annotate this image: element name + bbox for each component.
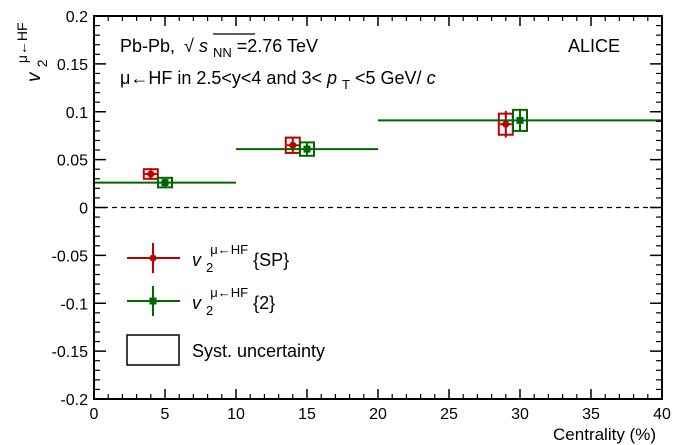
- y-axis-title-sub: 2: [34, 59, 50, 67]
- legend-syst-box: [126, 334, 180, 366]
- energy-value: =2.76 TeV: [237, 36, 318, 56]
- series-two-syst-box: [299, 141, 315, 157]
- y-tick-label: 0.1: [66, 105, 88, 122]
- y-tick-label: -0.15: [52, 344, 89, 361]
- legend-entry-sp: v 2 μ←HF {SP}: [127, 238, 289, 276]
- y-axis-title: v 2 μ←HF: [14, 22, 52, 82]
- legend-sp-main: v: [192, 250, 202, 270]
- legend-two-marker: [149, 297, 157, 305]
- legend-sp-label: v 2 μ←HF {SP}: [192, 238, 289, 276]
- x-tick-label: 30: [511, 406, 529, 423]
- x-tick-label: 20: [369, 406, 387, 423]
- c-letter: c: [427, 68, 436, 88]
- legend-sp-sup: μ←HF: [210, 242, 248, 257]
- s-letter: s: [199, 36, 208, 56]
- series-sp-point: [502, 120, 510, 128]
- series-sp-point: [147, 170, 155, 178]
- y-tick-label: -0.2: [60, 392, 88, 409]
- series-two-point: [516, 116, 524, 124]
- y-tick-label: -0.1: [60, 296, 88, 313]
- kinematics-part2: <5 GeV/: [355, 68, 422, 88]
- nn-subscript: NN: [213, 45, 232, 60]
- kinematics-part1: μ←HF in 2.5<y<4 and 3<: [120, 68, 322, 88]
- legend-syst-label: Syst. uncertainty: [192, 341, 325, 361]
- legend-two-label: v 2 μ←HF {2}: [192, 281, 275, 319]
- x-tick-label: 35: [582, 406, 600, 423]
- legend-two-sup: μ←HF: [210, 285, 248, 300]
- series-two-point: [303, 145, 311, 153]
- series-two-syst-box: [157, 176, 173, 189]
- legend-two-main: v: [192, 293, 202, 313]
- series-sp-point: [289, 141, 297, 149]
- series-two-syst-box: [512, 108, 528, 132]
- y-tick-label: 0: [79, 201, 88, 218]
- legend-two-sub: 2: [206, 303, 213, 318]
- legend: v 2 μ←HF {SP} v 2 μ←HF {2} Syst. uncerta…: [126, 238, 325, 366]
- legend-sp-sub: 2: [206, 260, 213, 275]
- y-tick-label: 0.15: [57, 57, 88, 74]
- y-tick-label: 0.05: [57, 153, 88, 170]
- system-prefix: Pb-Pb,: [120, 36, 175, 56]
- x-axis-title: Centrality (%): [553, 425, 656, 444]
- y-axis-title-sup: μ←HF: [14, 22, 30, 63]
- legend-entry-two: v 2 μ←HF {2}: [127, 281, 275, 319]
- legend-entry-syst: Syst. uncertainty: [126, 334, 325, 366]
- kinematics-annotation: μ←HF in 2.5<y<4 and 3< p T <5 GeV/ c: [120, 68, 436, 93]
- x-tick-label: 15: [298, 406, 316, 423]
- y-tick-label: 0.2: [66, 9, 88, 26]
- y-axis-title-main: v: [24, 71, 45, 82]
- pt-letter: p: [326, 68, 337, 88]
- series-sp-syst-box: [142, 168, 159, 180]
- series-two-point: [161, 179, 169, 187]
- y-tick-label: -0.05: [52, 248, 89, 265]
- x-tick-label: 0: [90, 406, 99, 423]
- y-axis-ticks: -0.2 -0.15 -0.1 -0.05 0 0.05 0.1 0.15 0.2: [52, 9, 662, 409]
- experiment-label: ALICE: [568, 36, 620, 56]
- svg-text:v 2 μ←HF: v 2 μ←HF: [14, 22, 52, 82]
- data-layer: [94, 108, 662, 189]
- sqrt-symbol: √: [184, 36, 194, 56]
- x-tick-label: 10: [227, 406, 245, 423]
- x-tick-label: 25: [440, 406, 458, 423]
- legend-two-suffix: {2}: [253, 293, 275, 313]
- system-annotation: Pb-Pb, √ s NN =2.76 TeV: [120, 36, 318, 61]
- legend-sp-marker: [149, 254, 157, 262]
- x-axis-ticks: 0 5 10 15 20 25 30 35 40: [90, 16, 671, 423]
- pt-subscript: T: [342, 77, 350, 92]
- x-tick-label: 40: [653, 406, 671, 423]
- legend-sp-suffix: {SP}: [253, 250, 289, 270]
- x-tick-label: 5: [161, 406, 170, 423]
